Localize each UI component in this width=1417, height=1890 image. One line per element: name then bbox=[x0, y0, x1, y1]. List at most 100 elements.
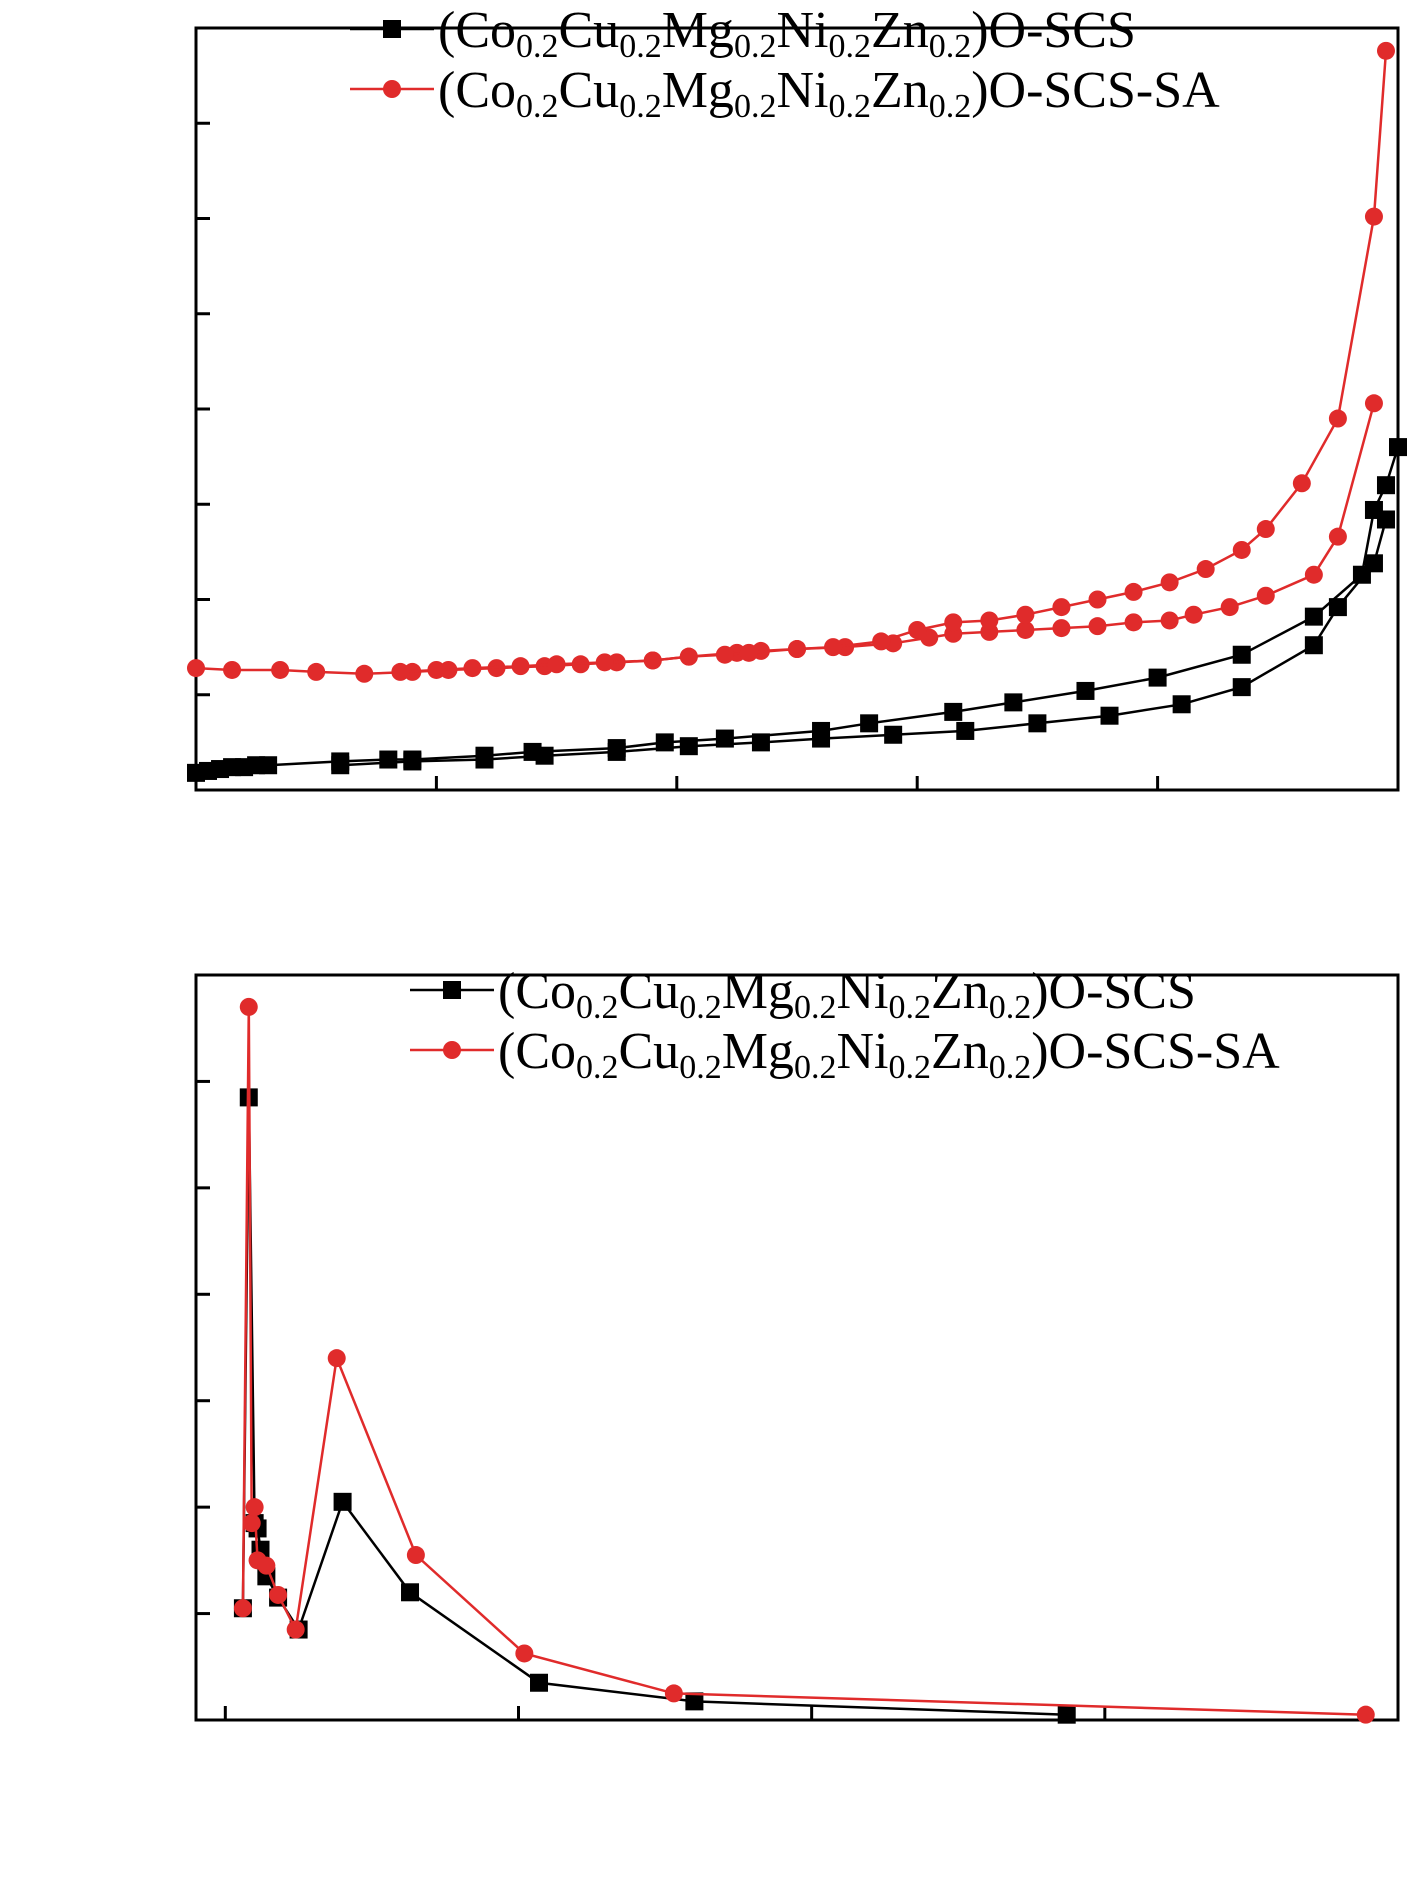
data-point bbox=[872, 632, 891, 651]
panel-b: (Co0.2Cu0.2Mg0.2Ni0.2Zn0.2)O-SCS(Co0.2Cu… bbox=[194, 963, 1400, 1724]
data-point bbox=[956, 721, 975, 740]
data-point bbox=[607, 742, 626, 761]
legend-label-part: Ni bbox=[836, 963, 888, 1020]
data-point bbox=[1052, 598, 1071, 617]
legend-label-part: )O-SCS-SA bbox=[1031, 1023, 1280, 1080]
legend-label-part: 0.2 bbox=[989, 1049, 1032, 1086]
series-line bbox=[195, 402, 1376, 676]
data-point bbox=[535, 746, 554, 765]
data-point bbox=[233, 1599, 252, 1618]
legend-label-part: Cu bbox=[619, 963, 680, 1020]
data-point bbox=[1328, 409, 1347, 428]
data-point bbox=[1389, 438, 1407, 457]
legend-label-part: )O-SCS-SA bbox=[971, 62, 1220, 119]
data-point bbox=[685, 1692, 704, 1711]
legend-label-part: Cu bbox=[559, 62, 620, 119]
series-scs-sa bbox=[187, 41, 1395, 683]
data-point bbox=[1256, 586, 1275, 605]
series-scs bbox=[187, 438, 1407, 782]
data-point bbox=[1184, 605, 1203, 624]
data-point bbox=[824, 638, 843, 657]
legend-label-part: Mg bbox=[662, 2, 734, 59]
data-point bbox=[1076, 681, 1095, 700]
data-point bbox=[269, 1585, 288, 1604]
data-point bbox=[515, 1644, 534, 1663]
series-scs bbox=[233, 1088, 1076, 1724]
data-point bbox=[245, 1498, 264, 1517]
legend-label-part: 0.2 bbox=[734, 88, 777, 125]
data-point bbox=[1057, 1705, 1076, 1724]
data-point bbox=[223, 660, 242, 679]
data-point bbox=[1196, 560, 1215, 579]
legend-marker bbox=[383, 80, 401, 98]
data-point bbox=[1004, 693, 1023, 712]
legend-label-part: 0.2 bbox=[794, 989, 837, 1026]
legend-marker bbox=[443, 1041, 461, 1059]
legend-label: (Co0.2Cu0.2Mg0.2Ni0.2Zn0.2)O-SCS bbox=[498, 963, 1196, 1026]
data-point bbox=[1364, 554, 1383, 573]
legend-label-part: Ni bbox=[776, 62, 828, 119]
data-point bbox=[1028, 714, 1047, 733]
legend-label-part: 0.2 bbox=[679, 989, 722, 1026]
legend-marker bbox=[443, 981, 461, 999]
data-point bbox=[511, 657, 530, 676]
data-point bbox=[1160, 611, 1179, 630]
data-point bbox=[884, 725, 903, 744]
data-point bbox=[595, 653, 614, 672]
legend-label-part: 0.2 bbox=[734, 28, 777, 65]
data-point bbox=[1328, 527, 1347, 546]
legend-label-part: (Co bbox=[498, 1023, 576, 1080]
legend-label-part: 0.2 bbox=[619, 88, 662, 125]
series-scs-sa bbox=[233, 997, 1375, 1724]
data-point bbox=[530, 1673, 549, 1692]
legend-label-part: 0.2 bbox=[576, 1049, 619, 1086]
data-point bbox=[427, 660, 446, 679]
legend-label-part: Cu bbox=[619, 1023, 680, 1080]
legend-label-part: Mg bbox=[722, 1023, 794, 1080]
data-point bbox=[1356, 1705, 1375, 1724]
data-point bbox=[1016, 620, 1035, 639]
legend-label: (Co0.2Cu0.2Mg0.2Ni0.2Zn0.2)O-SCS bbox=[438, 2, 1136, 65]
legend-label-part: 0.2 bbox=[619, 28, 662, 65]
data-point bbox=[739, 643, 758, 662]
data-point bbox=[1232, 540, 1251, 559]
legend-label-part: 0.2 bbox=[516, 28, 559, 65]
data-point bbox=[944, 702, 963, 721]
series-line bbox=[241, 1097, 1067, 1716]
data-point bbox=[1328, 598, 1347, 617]
legend-label-part: 0.2 bbox=[888, 1049, 931, 1086]
data-point bbox=[1292, 474, 1311, 493]
plot-frame bbox=[194, 973, 1400, 1722]
legend-label-part: Cu bbox=[559, 2, 620, 59]
legend-label-part: Zn bbox=[931, 1023, 989, 1080]
data-point bbox=[403, 752, 422, 771]
data-point bbox=[1160, 573, 1179, 592]
data-point bbox=[1148, 668, 1167, 687]
data-point bbox=[379, 750, 398, 769]
legend-label-part: Mg bbox=[722, 963, 794, 1020]
legend-label-part: (Co bbox=[438, 2, 516, 59]
legend-label-part: 0.2 bbox=[576, 989, 619, 1026]
legend-label-part: Zn bbox=[931, 963, 989, 1020]
legend-label-part: 0.2 bbox=[679, 1049, 722, 1086]
legend-label-part: Zn bbox=[871, 2, 929, 59]
data-point bbox=[242, 1514, 261, 1533]
legend-label-part: Mg bbox=[662, 62, 734, 119]
data-point bbox=[259, 756, 278, 775]
data-point bbox=[1376, 510, 1395, 529]
data-point bbox=[271, 660, 290, 679]
data-point bbox=[1364, 207, 1383, 226]
data-point bbox=[1304, 607, 1323, 626]
legend-label-part: Ni bbox=[836, 1023, 888, 1080]
data-point bbox=[475, 750, 494, 769]
data-point bbox=[1124, 582, 1143, 601]
data-point bbox=[547, 655, 566, 674]
data-point bbox=[257, 1556, 276, 1575]
series-line bbox=[400, 50, 1388, 674]
legend-label-part: 0.2 bbox=[929, 88, 972, 125]
data-point bbox=[1088, 590, 1107, 609]
data-point bbox=[355, 664, 374, 683]
legend-label-part: (Co bbox=[498, 963, 576, 1020]
data-point bbox=[812, 729, 831, 748]
